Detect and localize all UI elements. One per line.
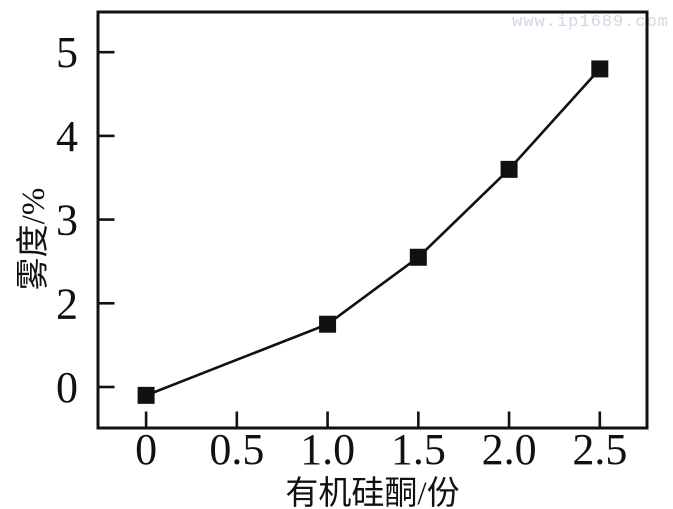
y-tick-label: 4 — [56, 112, 78, 161]
data-point-marker — [409, 248, 427, 266]
watermark: www.ip1689.com — [512, 13, 669, 32]
x-tick-label: 2.0 — [482, 425, 537, 474]
x-tick-label: 2.5 — [572, 425, 627, 474]
y-tick-label: 3 — [56, 196, 78, 245]
x-tick-label: 1.0 — [300, 425, 355, 474]
data-point-marker — [137, 386, 155, 404]
y-tick-label: 2 — [56, 279, 78, 328]
x-tick-label: 0.5 — [209, 425, 264, 474]
x-tick-label: 1.5 — [391, 425, 446, 474]
x-tick-label: 0 — [135, 425, 157, 474]
y-tick-label: 5 — [56, 28, 78, 77]
data-point-marker — [319, 315, 337, 333]
data-point-marker — [500, 160, 518, 178]
x-axis-title: 有机硅酮/份 — [285, 476, 460, 509]
plot-border — [96, 10, 649, 430]
y-tick-label: 0 — [56, 363, 78, 412]
data-point-marker — [591, 60, 609, 78]
series-line — [145, 68, 601, 397]
y-axis-title: 雾度/% — [16, 187, 52, 291]
